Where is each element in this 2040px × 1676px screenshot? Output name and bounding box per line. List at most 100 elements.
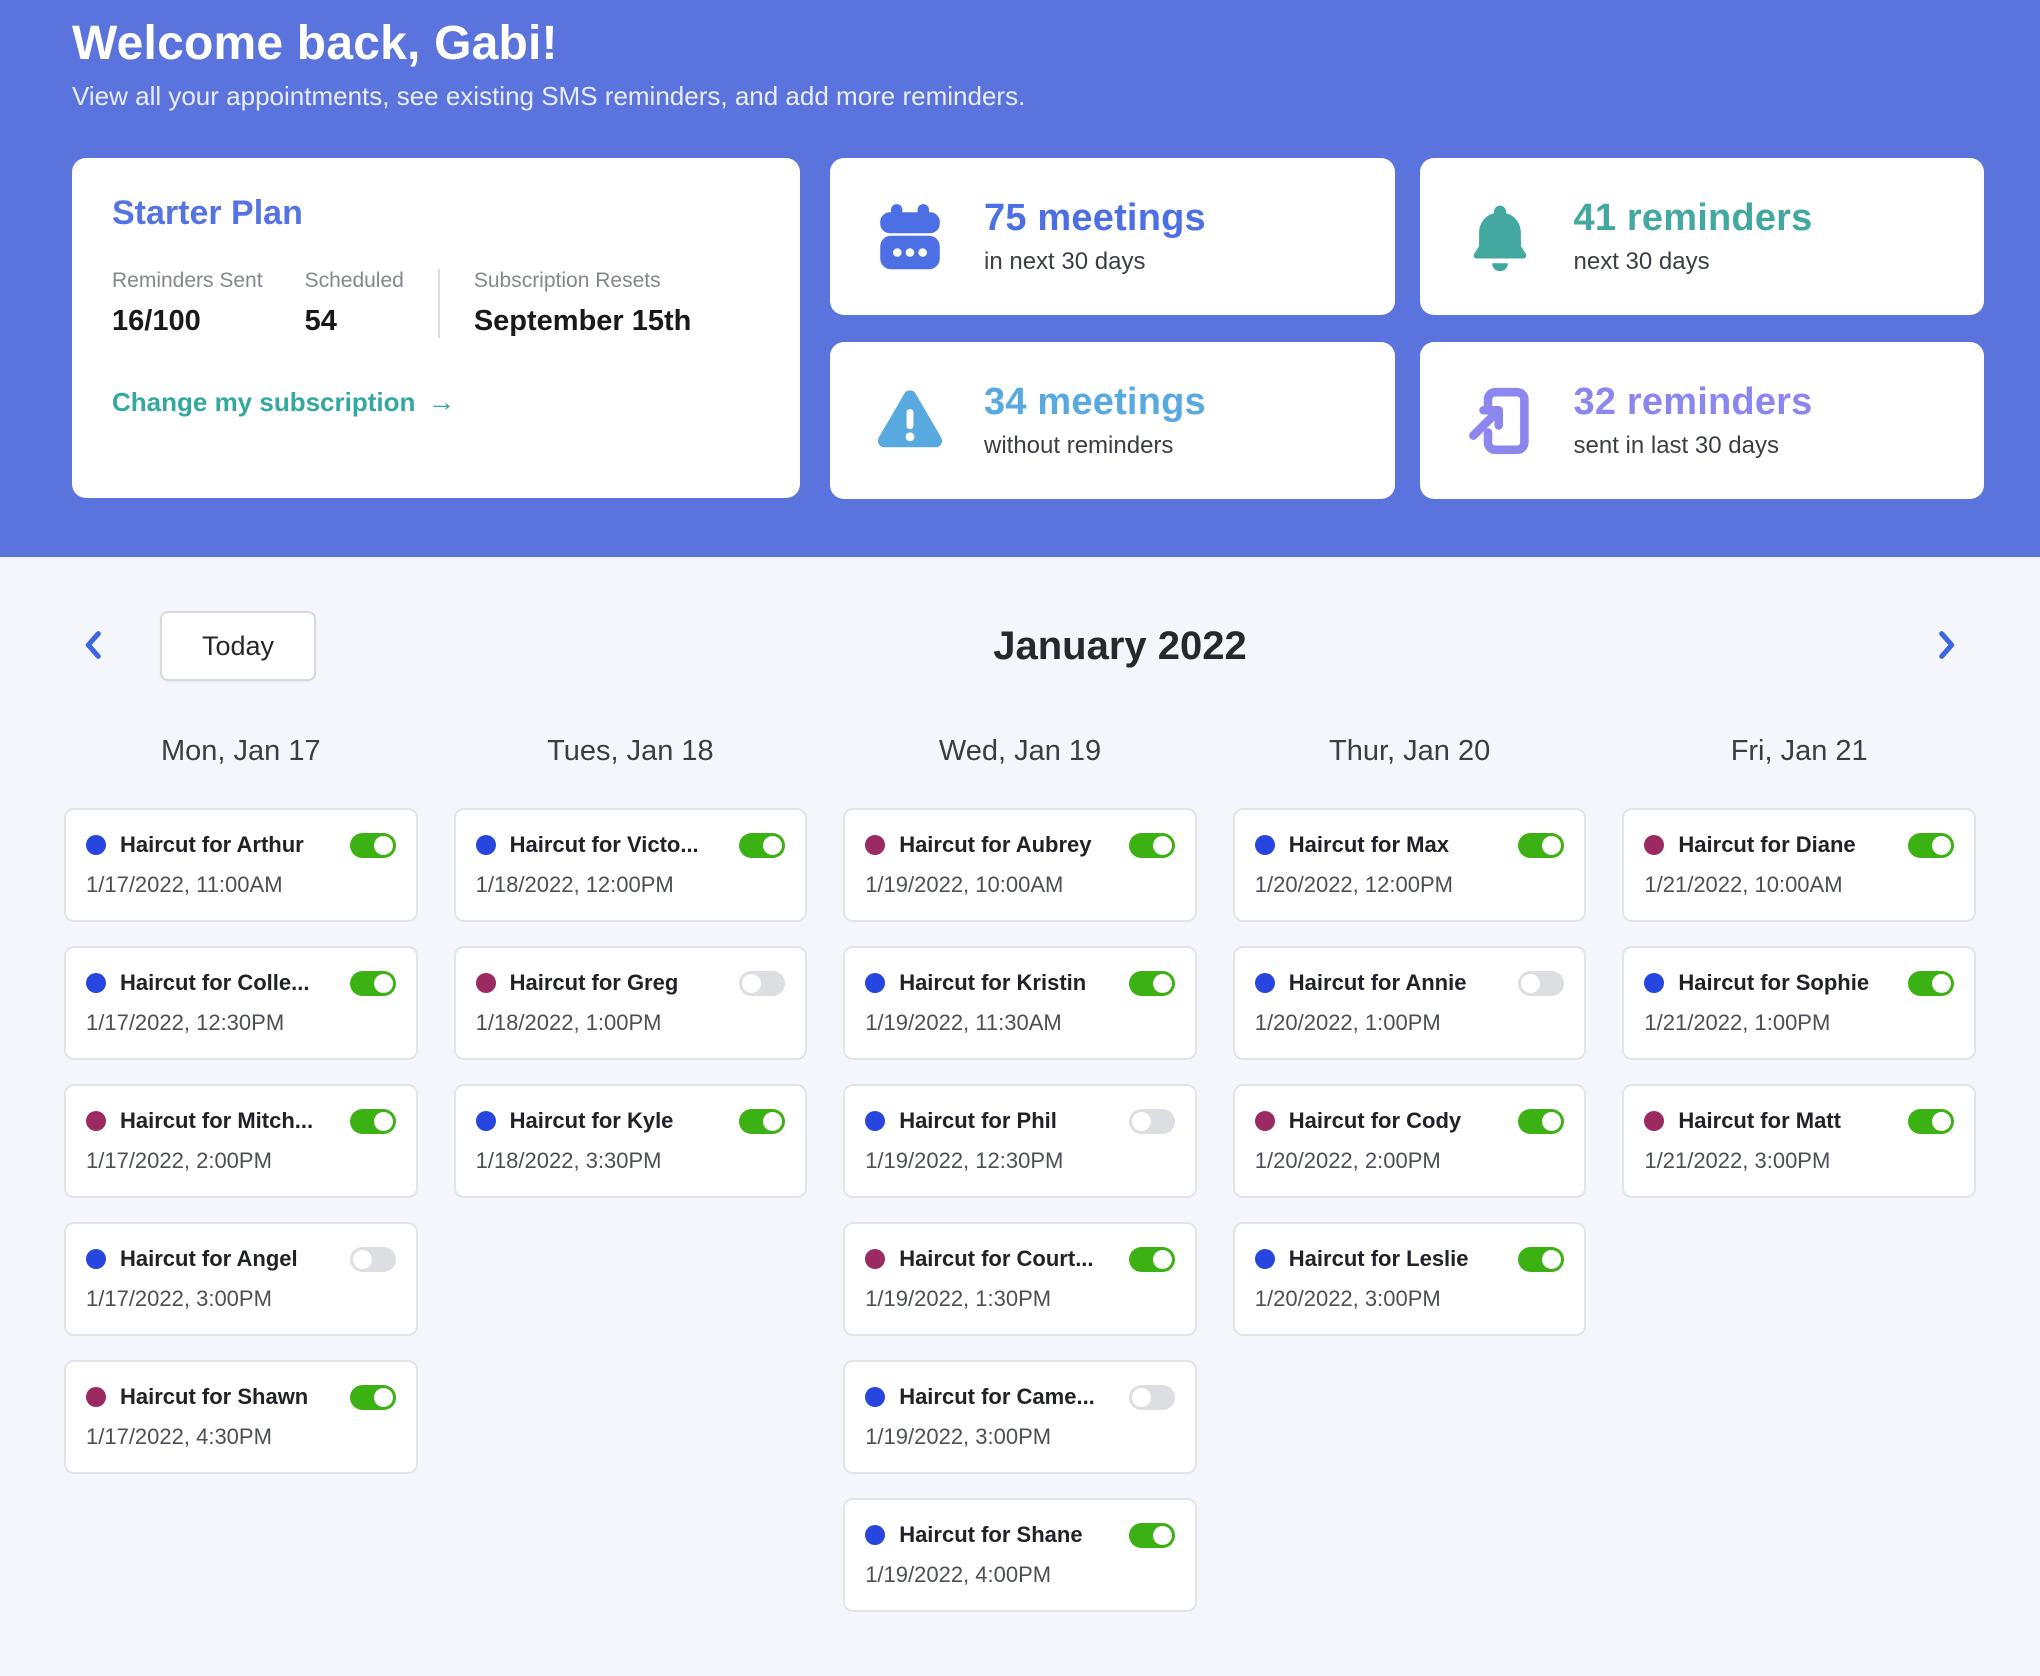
category-dot bbox=[865, 1525, 886, 1545]
summary-cards-row: Starter Plan Reminders Sent 16/100 Sched… bbox=[72, 158, 1984, 499]
plan-stat-reminders-sent: Reminders Sent 16/100 bbox=[112, 269, 263, 338]
send-phone-icon bbox=[1462, 383, 1538, 459]
appointment-title: Haircut for Annie bbox=[1288, 970, 1467, 995]
appointment-datetime: 1/18/2022, 12:00PM bbox=[475, 872, 674, 897]
appointment-card[interactable]: Haircut for Shane 1/19/2022, 4:00PM bbox=[843, 1498, 1197, 1612]
appointment-card[interactable]: Haircut for Matt 1/21/2022, 3:00PM bbox=[1622, 1084, 1976, 1198]
next-week-button[interactable] bbox=[1924, 620, 1968, 672]
appointment-title: Haircut for Arthur bbox=[120, 832, 304, 857]
toggle-knob bbox=[1131, 1387, 1151, 1407]
toggle-knob bbox=[1521, 973, 1541, 993]
stat-label: sent in last 30 days bbox=[1573, 432, 1779, 459]
appointment-datetime: 1/21/2022, 3:00PM bbox=[1644, 1148, 1831, 1173]
appointment-datetime: 1/21/2022, 1:00PM bbox=[1644, 1010, 1831, 1035]
toggle-knob bbox=[373, 1387, 393, 1407]
appointment-card[interactable]: Haircut for Angel 1/17/2022, 3:00PM bbox=[64, 1222, 418, 1336]
reminder-toggle[interactable] bbox=[349, 832, 396, 858]
stat-value: 32 reminders bbox=[1573, 381, 1813, 423]
today-button[interactable]: Today bbox=[160, 611, 316, 681]
reminder-toggle[interactable] bbox=[1128, 1246, 1175, 1272]
appointment-title: Haircut for Sophie bbox=[1678, 970, 1870, 995]
appointment-card[interactable]: Haircut for Aubrey 1/19/2022, 10:00AM bbox=[843, 808, 1197, 922]
stat-text: 32 reminders sent in last 30 days bbox=[1574, 381, 1813, 460]
reminder-toggle[interactable] bbox=[1128, 1108, 1175, 1134]
plan-stat-value: 16/100 bbox=[112, 305, 201, 337]
chevron-left-icon bbox=[77, 623, 111, 670]
toggle-knob bbox=[1542, 1249, 1562, 1269]
category-dot bbox=[475, 835, 496, 855]
bell-icon bbox=[1462, 199, 1538, 275]
appointment-card[interactable]: Haircut for Annie 1/20/2022, 1:00PM bbox=[1232, 946, 1587, 1060]
appointment-card[interactable]: Haircut for Max 1/20/2022, 12:00PM bbox=[1232, 808, 1587, 922]
reminder-toggle[interactable] bbox=[1128, 832, 1175, 858]
reminder-toggle[interactable] bbox=[739, 1108, 786, 1134]
chevron-right-icon bbox=[1929, 623, 1963, 670]
appointment-card[interactable]: Haircut for Diane 1/21/2022, 10:00AM bbox=[1622, 808, 1976, 922]
reminder-toggle[interactable] bbox=[1128, 1384, 1175, 1410]
appointment-datetime: 1/20/2022, 1:00PM bbox=[1254, 1010, 1441, 1035]
reminder-toggle[interactable] bbox=[739, 832, 786, 858]
reminder-toggle[interactable] bbox=[349, 1384, 396, 1410]
appointment-card[interactable]: Haircut for Phil 1/19/2022, 12:30PM bbox=[843, 1084, 1197, 1198]
change-subscription-link[interactable]: Change my subscription → bbox=[112, 386, 455, 418]
reminder-toggle[interactable] bbox=[1128, 970, 1175, 996]
appointment-title: Haircut for Court... bbox=[899, 1246, 1094, 1271]
toggle-knob bbox=[1542, 1111, 1562, 1131]
toggle-knob bbox=[763, 1111, 783, 1131]
prev-week-button[interactable] bbox=[72, 620, 116, 672]
toggle-knob bbox=[373, 1111, 393, 1131]
toggle-knob bbox=[373, 973, 393, 993]
appointment-title: Haircut for Aubrey bbox=[899, 832, 1092, 857]
reminder-toggle[interactable] bbox=[349, 1246, 396, 1272]
category-dot bbox=[1254, 1249, 1275, 1269]
reminder-toggle[interactable] bbox=[1128, 1522, 1175, 1548]
appointment-card[interactable]: Haircut for Shawn 1/17/2022, 4:30PM bbox=[64, 1360, 418, 1474]
reminder-toggle[interactable] bbox=[739, 970, 786, 996]
appointment-card[interactable]: Haircut for Kyle 1/18/2022, 3:30PM bbox=[453, 1084, 808, 1198]
appointment-card[interactable]: Haircut for Court... 1/19/2022, 1:30PM bbox=[843, 1222, 1197, 1336]
appointment-card[interactable]: Haircut for Mitch... 1/17/2022, 2:00PM bbox=[64, 1084, 418, 1198]
calendar-section: Today January 2022 Mon, Jan 17 Haircut fo… bbox=[0, 557, 2040, 1676]
warning-icon bbox=[872, 383, 948, 459]
appointment-card[interactable]: Haircut for Cody 1/20/2022, 2:00PM bbox=[1232, 1084, 1587, 1198]
reminder-toggle[interactable] bbox=[1908, 1108, 1954, 1134]
appointment-datetime: 1/19/2022, 1:30PM bbox=[865, 1286, 1052, 1311]
appointment-datetime: 1/17/2022, 2:00PM bbox=[86, 1148, 272, 1173]
toggle-knob bbox=[1932, 1111, 1951, 1131]
stat-card-meetings-without-reminders: 34 meetings without reminders bbox=[830, 342, 1395, 499]
appointment-datetime: 1/19/2022, 12:30PM bbox=[865, 1148, 1064, 1173]
toggle-knob bbox=[352, 1249, 372, 1269]
reminder-toggle[interactable] bbox=[1518, 832, 1565, 858]
category-dot bbox=[865, 835, 886, 855]
reminder-toggle[interactable] bbox=[1518, 1108, 1565, 1134]
reminder-toggle[interactable] bbox=[349, 970, 396, 996]
appointment-title: Haircut for Max bbox=[1288, 832, 1449, 857]
appointment-title: Haircut for Angel bbox=[120, 1246, 298, 1271]
appointment-card[interactable]: Haircut for Kristin 1/19/2022, 11:30AM bbox=[843, 946, 1197, 1060]
appointment-datetime: 1/19/2022, 10:00AM bbox=[865, 872, 1064, 897]
appointment-card[interactable]: Haircut for Victo... 1/18/2022, 12:00PM bbox=[453, 808, 808, 922]
right-arrow-icon: → bbox=[427, 386, 456, 417]
reminder-toggle[interactable] bbox=[1908, 832, 1954, 858]
appointment-card[interactable]: Haircut for Arthur 1/17/2022, 11:00AM bbox=[64, 808, 418, 922]
category-dot bbox=[475, 973, 496, 993]
appointment-datetime: 1/20/2022, 3:00PM bbox=[1254, 1286, 1441, 1311]
appointment-card[interactable]: Haircut for Colle... 1/17/2022, 12:30PM bbox=[64, 946, 418, 1060]
month-title: January 2022 bbox=[993, 623, 1247, 668]
appointment-card[interactable]: Haircut for Sophie 1/21/2022, 1:00PM bbox=[1622, 946, 1976, 1060]
appointment-card[interactable]: Haircut for Greg 1/18/2022, 1:00PM bbox=[453, 946, 808, 1060]
appointment-datetime: 1/20/2022, 2:00PM bbox=[1254, 1148, 1441, 1173]
plan-stats: Reminders Sent 16/100 Scheduled 54 Subsc… bbox=[112, 269, 760, 338]
appointment-title: Haircut for Leslie bbox=[1288, 1246, 1469, 1271]
appointment-card[interactable]: Haircut for Came... 1/19/2022, 3:00PM bbox=[843, 1360, 1197, 1474]
category-dot bbox=[1644, 835, 1665, 855]
appointment-title: Haircut for Colle... bbox=[120, 970, 310, 995]
reminder-toggle[interactable] bbox=[349, 1108, 396, 1134]
reminder-toggle[interactable] bbox=[1908, 970, 1954, 996]
appointment-title: Haircut for Shane bbox=[899, 1522, 1083, 1547]
day-header: Fri, Jan 21 bbox=[1730, 735, 1868, 767]
reminder-toggle[interactable] bbox=[1518, 1246, 1565, 1272]
appointment-datetime: 1/19/2022, 3:00PM bbox=[865, 1424, 1052, 1449]
reminder-toggle[interactable] bbox=[1518, 970, 1565, 996]
appointment-card[interactable]: Haircut for Leslie 1/20/2022, 3:00PM bbox=[1232, 1222, 1587, 1336]
